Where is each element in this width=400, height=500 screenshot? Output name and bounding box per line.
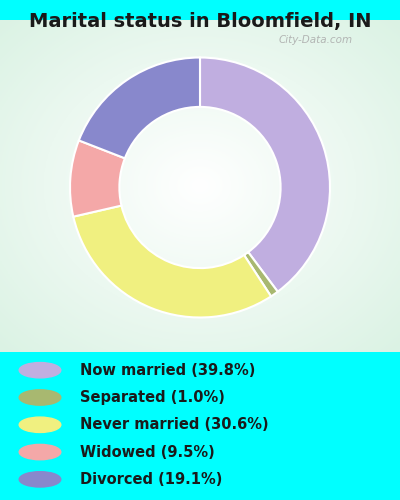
Wedge shape	[79, 58, 200, 158]
Text: Widowed (9.5%): Widowed (9.5%)	[80, 444, 215, 460]
Wedge shape	[244, 252, 278, 296]
Circle shape	[19, 417, 61, 432]
Text: Divorced (19.1%): Divorced (19.1%)	[80, 472, 222, 487]
Wedge shape	[200, 58, 330, 292]
Circle shape	[19, 444, 61, 460]
Text: Marital status in Bloomfield, IN: Marital status in Bloomfield, IN	[29, 12, 371, 32]
Text: City-Data.com: City-Data.com	[279, 35, 353, 45]
Text: Now married (39.8%): Now married (39.8%)	[80, 362, 255, 378]
Text: Separated (1.0%): Separated (1.0%)	[80, 390, 225, 405]
Text: Never married (30.6%): Never married (30.6%)	[80, 418, 269, 432]
Circle shape	[19, 472, 61, 487]
Circle shape	[19, 362, 61, 378]
Circle shape	[19, 390, 61, 405]
Wedge shape	[70, 140, 125, 216]
Wedge shape	[73, 206, 271, 318]
